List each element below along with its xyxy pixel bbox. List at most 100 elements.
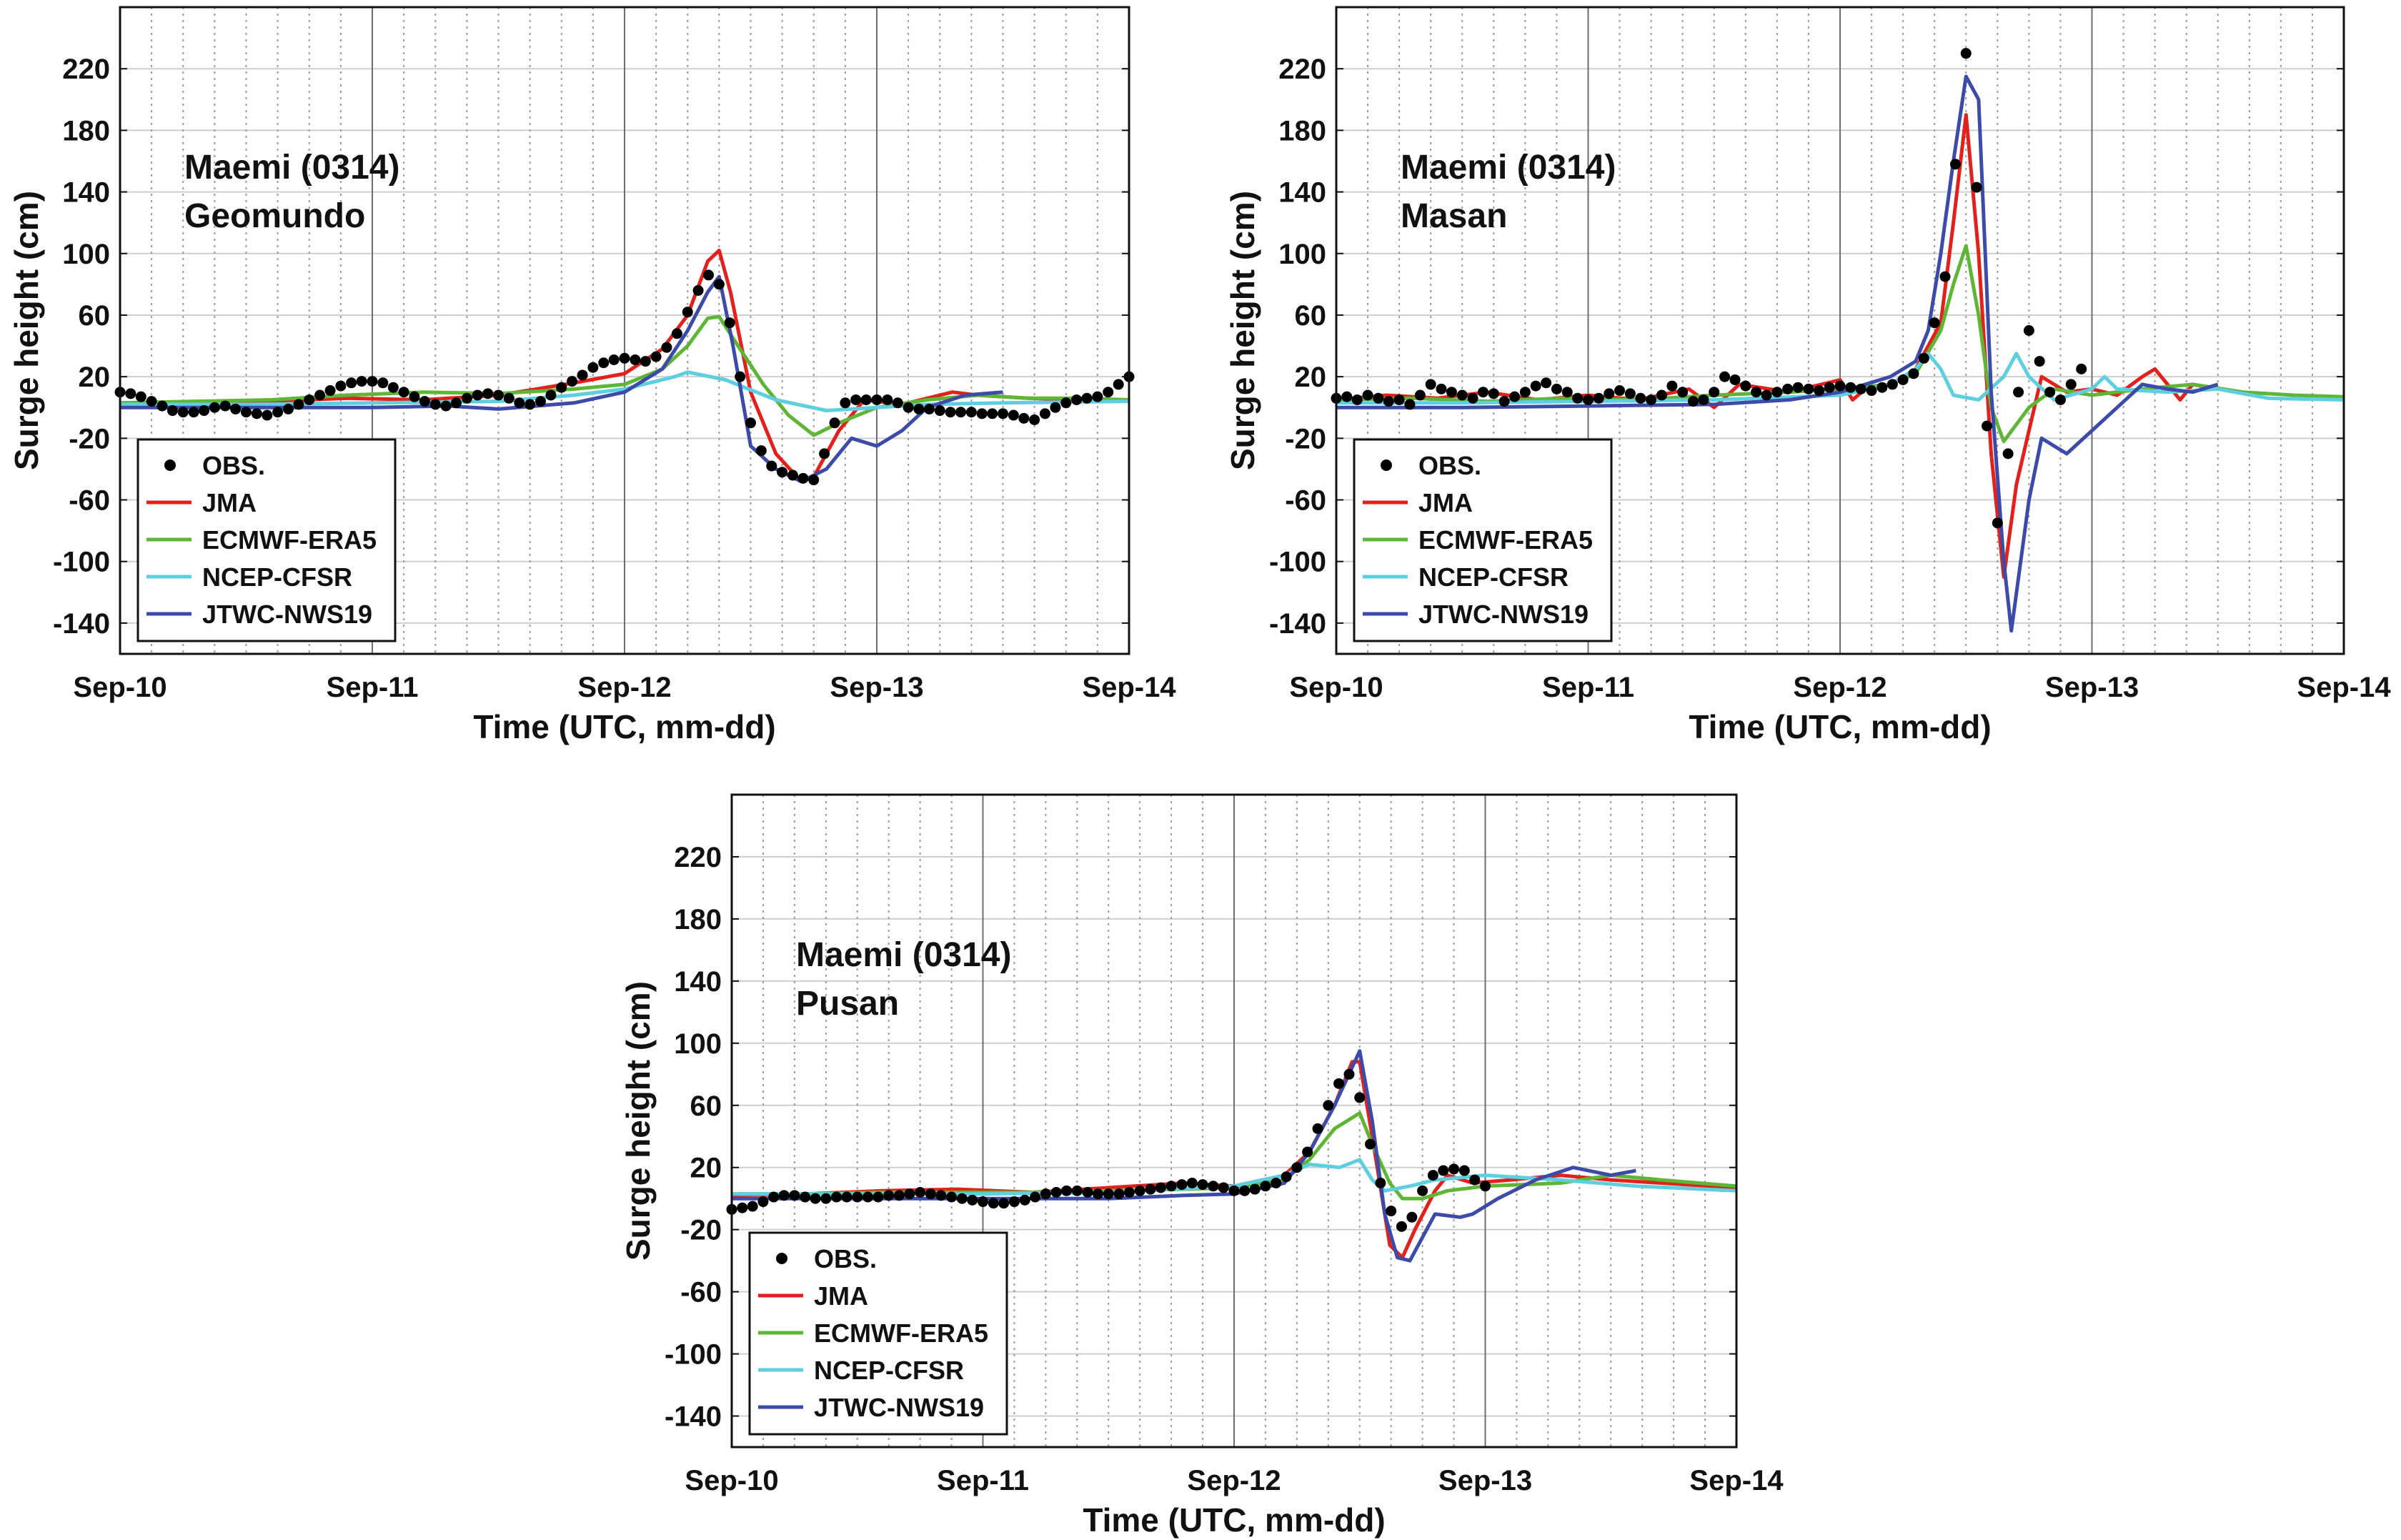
obs-point bbox=[1260, 1181, 1271, 1192]
obs-point bbox=[1103, 387, 1114, 398]
obs-point bbox=[1635, 392, 1646, 404]
obs-point bbox=[1362, 389, 1373, 401]
obs-point bbox=[819, 448, 830, 459]
y-tick-label: 140 bbox=[674, 966, 722, 998]
obs-point bbox=[1719, 371, 1731, 382]
x-tick-label: Sep-13 bbox=[2045, 672, 2139, 703]
obs-point bbox=[1971, 182, 1982, 193]
y-tick-label: 100 bbox=[1278, 239, 1326, 270]
x-tick-label: Sep-13 bbox=[830, 672, 923, 703]
chart-panel-3: -140 -100 -60 -20 20 60 100 140 180 220 Sep-10 Sep-… bbox=[620, 793, 1784, 1539]
obs-point bbox=[955, 407, 967, 418]
y-tick-label: -60 bbox=[680, 1277, 722, 1308]
obs-point bbox=[1467, 392, 1478, 404]
y-axis-label: Surge height (cm) bbox=[620, 981, 657, 1261]
x-tick-label: Sep-10 bbox=[73, 672, 166, 703]
obs-point bbox=[892, 397, 903, 409]
x-tick-label: Sep-12 bbox=[1793, 672, 1886, 703]
obs-point bbox=[125, 388, 136, 399]
obs-point bbox=[789, 1190, 800, 1201]
y-tick-label: 220 bbox=[674, 842, 722, 873]
obs-point bbox=[831, 1191, 842, 1203]
obs-point bbox=[863, 1191, 874, 1203]
obs-point bbox=[1593, 392, 1604, 404]
y-tick-label: -60 bbox=[69, 485, 110, 517]
station-annotation: Masan bbox=[1401, 197, 1507, 235]
obs-point bbox=[451, 397, 462, 409]
obs-point bbox=[945, 407, 956, 418]
obs-point bbox=[1677, 387, 1689, 398]
obs-point bbox=[883, 1190, 895, 1201]
obs-point bbox=[778, 1190, 790, 1201]
obs-point bbox=[146, 396, 157, 407]
obs-point bbox=[1341, 391, 1353, 402]
obs-point bbox=[1656, 389, 1667, 401]
obs-point bbox=[535, 396, 546, 407]
obs-point bbox=[1197, 1179, 1208, 1191]
legend-label: NCEP-CFSR bbox=[202, 562, 352, 592]
obs-point bbox=[514, 397, 525, 409]
station-annotation: Maemi (0314) bbox=[184, 149, 399, 187]
obs-point bbox=[2034, 356, 2045, 367]
obs-point bbox=[1458, 1165, 1470, 1176]
obs-point bbox=[797, 472, 809, 484]
x-axis-label: Time (UTC, mm-dd) bbox=[1083, 1501, 1385, 1539]
obs-point bbox=[1709, 387, 1720, 398]
obs-point bbox=[913, 403, 925, 414]
obs-point bbox=[630, 354, 641, 365]
obs-point bbox=[177, 407, 189, 418]
legend-label: JMA bbox=[202, 488, 257, 517]
series-line-ecmwf-era5 bbox=[119, 314, 1130, 437]
obs-point bbox=[1386, 1206, 1397, 1217]
obs-point bbox=[1666, 380, 1678, 392]
obs-point bbox=[800, 1191, 811, 1203]
obs-point bbox=[209, 402, 220, 413]
obs-point bbox=[219, 400, 231, 412]
obs-point bbox=[768, 1191, 780, 1203]
obs-point bbox=[1469, 1174, 1481, 1186]
obs-point bbox=[1123, 1186, 1135, 1198]
obs-point bbox=[873, 1191, 884, 1203]
obs-point bbox=[1530, 380, 1541, 392]
obs-point bbox=[335, 380, 347, 392]
legend-label: ECMWF-ERA5 bbox=[1418, 525, 1593, 555]
obs-point bbox=[1929, 317, 1940, 329]
obs-point bbox=[1302, 1146, 1313, 1158]
obs-point bbox=[1071, 1185, 1083, 1196]
obs-point bbox=[304, 394, 315, 405]
obs-point bbox=[1354, 1092, 1366, 1103]
x-tick-label: Sep-10 bbox=[685, 1465, 778, 1496]
y-tick-label: -140 bbox=[1269, 608, 1326, 640]
obs-point bbox=[1982, 420, 1993, 432]
legend-label: JMA bbox=[814, 1281, 868, 1311]
obs-point bbox=[1992, 517, 2003, 529]
obs-point bbox=[1375, 1177, 1386, 1188]
obs-point bbox=[965, 407, 977, 418]
legend-label: NCEP-CFSR bbox=[814, 1356, 964, 1385]
obs-point bbox=[2002, 448, 2014, 459]
obs-point bbox=[1113, 379, 1124, 390]
obs-point bbox=[135, 391, 146, 402]
obs-point bbox=[598, 357, 610, 369]
obs-point bbox=[829, 417, 840, 429]
obs-point bbox=[1249, 1183, 1261, 1195]
legend-label: JTWC-NWS19 bbox=[1418, 600, 1589, 629]
obs-point bbox=[1541, 377, 1552, 389]
legend: OBS. JMA ECMWF-ERA5 NCEP-CFSR JTWC-NWS19 bbox=[748, 1231, 1008, 1436]
obs-point bbox=[745, 417, 756, 429]
legend: OBS. JMA ECMWF-ERA5 NCEP-CFSR JTWC-NWS19 bbox=[136, 438, 397, 642]
obs-point bbox=[1478, 387, 1489, 398]
obs-point bbox=[1960, 48, 1972, 59]
series-line-jtwc-nws19 bbox=[732, 1049, 1636, 1263]
obs-point bbox=[915, 1186, 926, 1198]
obs-point bbox=[998, 1198, 1010, 1209]
obs-point bbox=[724, 317, 735, 329]
y-axis-label: Surge height (cm) bbox=[1224, 191, 1261, 470]
obs-point bbox=[1351, 394, 1363, 405]
y-tick-label: -20 bbox=[680, 1215, 722, 1246]
obs-point bbox=[166, 405, 178, 417]
obs-point bbox=[1583, 394, 1594, 405]
x-tick-label: Sep-14 bbox=[2297, 672, 2391, 703]
obs-point bbox=[1417, 1185, 1428, 1196]
